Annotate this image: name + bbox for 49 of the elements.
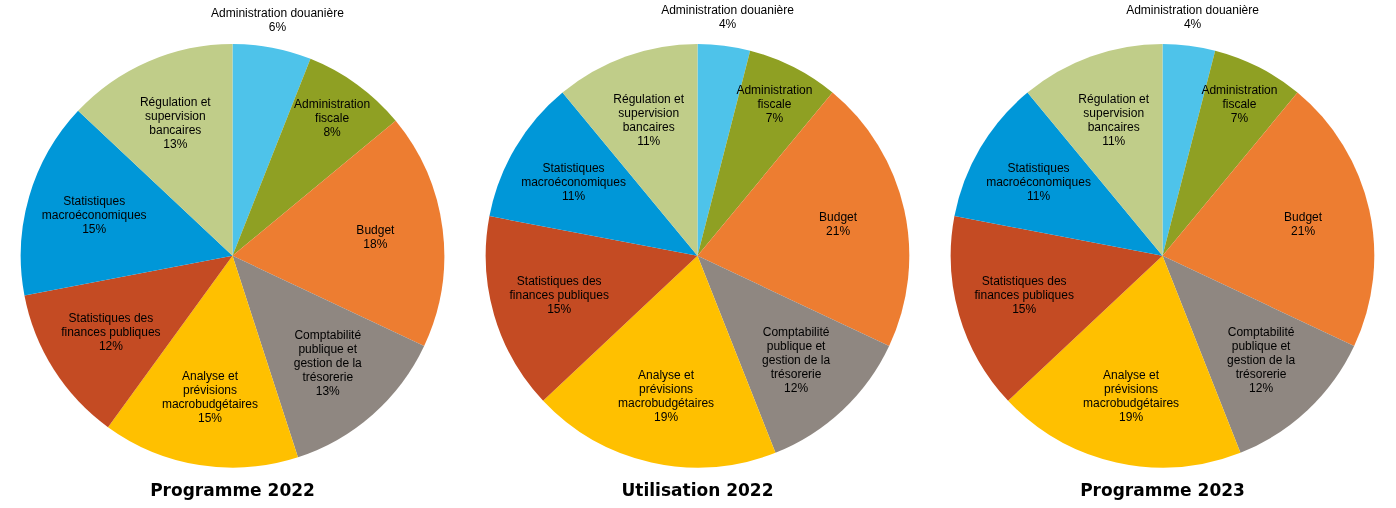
slice-label: Administration douanière <box>661 3 795 18</box>
slice-label: Statistiques macroéconomiques <box>521 160 626 189</box>
text: Programme 2023 <box>1080 480 1245 501</box>
slice-label: Budget <box>1284 209 1323 224</box>
text: Utilisation 2022 <box>621 480 774 501</box>
data-label: 15% <box>197 411 223 426</box>
data-label: 11% <box>637 133 661 148</box>
slice-label: Budget <box>356 223 396 238</box>
slice-label: Statistiques macroéconomiques <box>986 160 1091 189</box>
slice-label: Comptabilité publique et gestion de la trésorerie <box>293 328 363 385</box>
slice-label: Administration douanière <box>1126 3 1260 18</box>
data-label: 21% <box>826 223 851 238</box>
slice-label: Régulation et supervision bancaires <box>613 91 685 134</box>
slice-label: Régulation et supervision bancaires <box>1078 91 1150 134</box>
data-label: 13% <box>163 136 188 151</box>
data-label: 12% <box>98 339 124 354</box>
slice-label: Analyse et prévisions macrobudgétaires <box>1083 367 1180 410</box>
slice-label: Administration douanière <box>211 5 345 20</box>
slice-label: Comptabilité publique et gestion de la trésorerie <box>1227 325 1296 382</box>
data-label: 15% <box>1012 302 1037 317</box>
data-label: 11% <box>1102 133 1126 148</box>
data-label: 6% <box>268 19 287 34</box>
data-label: 4% <box>718 17 737 32</box>
data-label: 7% <box>1230 111 1249 126</box>
slice-label: Régulation et supervision bancaires <box>139 94 212 137</box>
slice-label: Analyse et prévisions macrobudgétaires <box>618 367 715 410</box>
data-label: 12% <box>784 381 809 396</box>
data-label: 21% <box>1291 223 1316 238</box>
data-label: 4% <box>1183 17 1202 32</box>
slice-label: Statistiques des finances publiques <box>509 274 609 303</box>
slice-label: Comptabilité publique et gestion de la trésorerie <box>762 325 831 382</box>
slice-label: Statistiques des finances publiques <box>61 311 161 340</box>
data-label: 7% <box>765 111 784 126</box>
data-label: 15% <box>547 302 572 317</box>
slice-label: Statistiques des finances publiques <box>974 274 1074 303</box>
text: Programme 2022 <box>150 480 315 501</box>
slice-label: Statistiques macroéconomiques <box>41 193 147 222</box>
data-label: 13% <box>315 384 341 399</box>
data-label: 18% <box>363 237 388 252</box>
data-label: 19% <box>654 409 679 424</box>
data-label: 15% <box>82 221 107 236</box>
slice-label: Budget <box>819 209 858 224</box>
data-label: 19% <box>1119 409 1144 424</box>
slice-label: Administration fiscale <box>294 97 371 126</box>
data-label: 8% <box>323 125 342 140</box>
data-label: 11% <box>561 188 586 203</box>
data-label: 11% <box>1026 188 1051 203</box>
slice-label: Analyse et prévisions macrobudgétaires <box>161 369 258 412</box>
data-label: 12% <box>1249 381 1274 396</box>
